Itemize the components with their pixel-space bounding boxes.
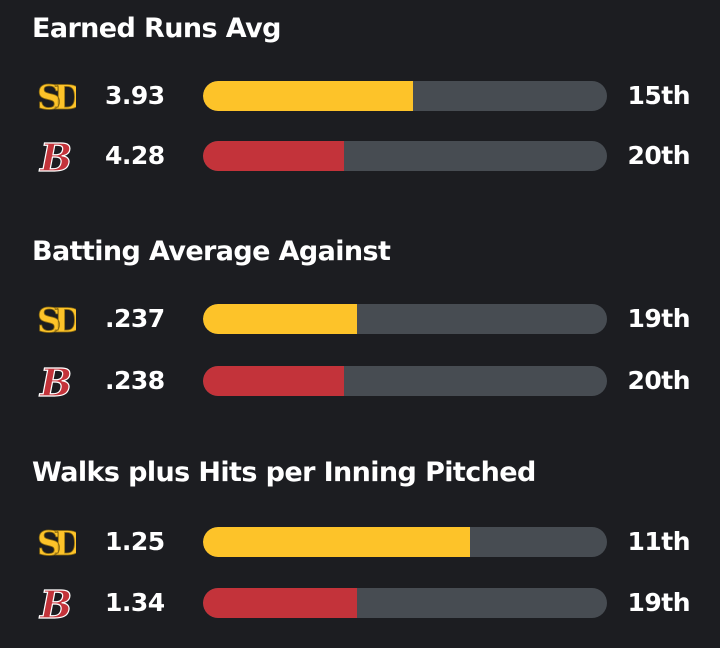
- padres-sd-logo-icon: SD: [36, 299, 76, 339]
- league-rank: 11th: [627, 527, 690, 556]
- team-stat-row-padres: SD 1.25 11th: [0, 520, 720, 564]
- stat-bar-fill: [203, 304, 357, 334]
- svg-text:SD: SD: [37, 78, 76, 116]
- team-stat-row-redsox: B 4.28 20th: [0, 134, 720, 178]
- league-rank: 15th: [627, 81, 690, 110]
- svg-text:B: B: [39, 361, 72, 401]
- stat-value: .238: [105, 366, 165, 395]
- stat-bar-fill: [203, 366, 345, 396]
- league-rank: 19th: [627, 304, 690, 333]
- section-title: Earned Runs Avg: [32, 13, 281, 44]
- stat-bar-track: [203, 141, 607, 171]
- section-title: Walks plus Hits per Inning Pitched: [32, 457, 536, 488]
- stat-value: 4.28: [105, 141, 165, 170]
- stat-value: 1.25: [105, 527, 165, 556]
- svg-text:B: B: [39, 583, 72, 623]
- stat-value: 1.34: [105, 588, 165, 617]
- stat-value: .237: [105, 304, 165, 333]
- stat-bar-fill: [203, 527, 470, 557]
- team-stat-row-redsox: B .238 20th: [0, 359, 720, 403]
- team-stat-row-padres: SD .237 19th: [0, 297, 720, 341]
- league-rank: 19th: [627, 588, 690, 617]
- stat-bar-fill: [203, 588, 357, 618]
- svg-text:SD: SD: [37, 301, 76, 339]
- team-stat-row-redsox: B 1.34 19th: [0, 581, 720, 625]
- league-rank: 20th: [627, 141, 690, 170]
- red-sox-b-logo-icon: B: [36, 583, 76, 623]
- red-sox-b-logo-icon: B: [36, 361, 76, 401]
- team-stat-row-padres: SD 3.93 15th: [0, 74, 720, 118]
- padres-sd-logo-icon: SD: [36, 522, 76, 562]
- svg-text:B: B: [39, 136, 72, 176]
- stat-bar-fill: [203, 81, 414, 111]
- padres-sd-logo-icon: SD: [36, 76, 76, 116]
- stat-bar-track: [203, 588, 607, 618]
- stat-bar-track: [203, 527, 607, 557]
- stat-bar-track: [203, 304, 607, 334]
- red-sox-b-logo-icon: B: [36, 136, 76, 176]
- stat-bar-track: [203, 81, 607, 111]
- league-rank: 20th: [627, 366, 690, 395]
- stat-bar-track: [203, 366, 607, 396]
- svg-text:SD: SD: [37, 524, 76, 562]
- stat-bar-fill: [203, 141, 345, 171]
- stat-value: 3.93: [105, 81, 165, 110]
- section-title: Batting Average Against: [32, 236, 391, 267]
